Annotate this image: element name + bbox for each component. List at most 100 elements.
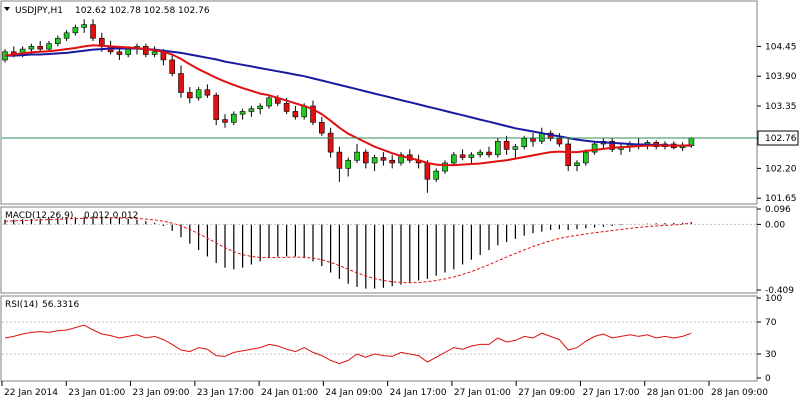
bear-candle-body — [213, 94, 219, 120]
macd-axis-ticks: 0.096 0.00 -0.409 — [2, 205, 794, 296]
bear-candle-body — [283, 103, 290, 112]
rsi-tick-label: 100 — [765, 294, 782, 304]
macd-tick-label: -0.409 — [765, 286, 794, 296]
bull-candle-body — [477, 151, 484, 156]
bear-candle-body — [292, 111, 299, 118]
bull-candle-body — [231, 113, 237, 123]
time-axis: 22 Jan 2014 23 Jan 01:00 23 Jan 09:00 23 Ja… — [1, 381, 768, 398]
time-tick-label: 23 Jan 01:00 — [68, 388, 125, 398]
price-tick-label: 103.90 — [765, 72, 797, 82]
bear-candle-body — [389, 159, 396, 164]
time-tick-label: 28 Jan 01:00 — [647, 388, 704, 398]
price-tick-label: 104.45 — [765, 42, 797, 52]
rsi-level-lines — [2, 321, 757, 355]
time-tick-label: 22 Jan 2014 — [4, 388, 58, 398]
bull-candle-body — [248, 108, 255, 112]
price-tick-label: 102.20 — [765, 164, 797, 174]
bear-candle-body — [318, 121, 325, 134]
time-tick-label: 28 Jan 09:00 — [711, 388, 768, 398]
ohlc-values-label: 102.62 102.78 102.58 102.76 — [75, 6, 210, 16]
bull-candle-body — [266, 97, 272, 107]
bear-candle-body — [143, 46, 149, 55]
bear-candle-body — [336, 151, 343, 169]
time-tick-label: 23 Jan 09:00 — [133, 388, 190, 398]
time-tick-label: 27 Jan 01:00 — [454, 388, 511, 398]
bull-candle-body — [239, 111, 246, 115]
rsi-title: RSI(14) — [5, 300, 38, 310]
time-tick-label: 27 Jan 17:00 — [582, 388, 639, 398]
bull-candle-body — [371, 157, 378, 164]
time-tick-label: 24 Jan 01:00 — [261, 388, 318, 398]
bull-candle-body — [72, 27, 79, 34]
bull-candle-body — [257, 105, 264, 110]
bear-candle-body — [459, 154, 466, 158]
bear-candle-body — [530, 138, 536, 142]
bull-candle-body — [345, 159, 352, 169]
bull-candle-body — [468, 154, 475, 158]
rsi-panel-frame — [0, 295, 758, 382]
price-tick-label: 101.65 — [765, 194, 797, 204]
rsi-tick-label: 0 — [765, 374, 771, 384]
bull-candle-body — [354, 151, 360, 161]
bull-candle-body — [494, 140, 501, 156]
bear-candle-body — [362, 151, 369, 164]
fast-moving-average-line — [4, 44, 692, 167]
bull-candle-body — [125, 48, 131, 55]
bear-candle-body — [187, 92, 193, 99]
bear-candle-body — [90, 24, 96, 39]
time-tick-label: 27 Jan 09:00 — [518, 388, 575, 398]
symbol-timeframe-label: USDJPY,H1 — [15, 6, 63, 16]
bull-candle-body — [28, 46, 35, 50]
bull-candle-body — [195, 89, 202, 99]
macd-signal-line — [4, 217, 692, 284]
bull-candle-body — [442, 162, 448, 172]
bull-candle-body — [582, 151, 589, 164]
bear-candle-body — [380, 157, 387, 161]
rsi-value-label: 56.3316 — [42, 300, 79, 310]
bear-candle-body — [609, 140, 616, 150]
rsi-tick-label: 30 — [765, 350, 777, 360]
bear-candle-body — [169, 59, 175, 74]
bull-candle-body — [54, 37, 61, 44]
bear-candle-body — [327, 132, 334, 153]
bull-candle-body — [512, 146, 519, 150]
macd-histogram — [4, 216, 693, 289]
bear-candle-body — [503, 140, 510, 150]
bull-candle-body — [151, 51, 158, 55]
rsi-line — [4, 324, 692, 365]
time-tick-label: 24 Jan 17:00 — [390, 388, 447, 398]
bear-candle-body — [310, 105, 316, 123]
bear-candle-body — [178, 73, 184, 93]
bull-candle-body — [81, 24, 87, 28]
time-tick-label: 23 Jan 17:00 — [197, 388, 254, 398]
bear-candle-body — [556, 138, 563, 145]
bear-candle-body — [424, 162, 431, 180]
bear-candle-body — [565, 143, 572, 166]
bear-candle-body — [204, 89, 211, 96]
bull-candle-body — [63, 32, 70, 39]
triangle-down-icon — [4, 7, 10, 11]
macd-panel: 0.096 0.00 -0.409 MACD(12,26,9) 0.012 0.01… — [0, 205, 794, 296]
price-candles — [2, 19, 695, 193]
rsi-axis-ticks: 100 70 30 0 — [757, 294, 782, 384]
current-price-label: 102.76 — [765, 134, 797, 144]
price-panel-frame — [0, 0, 758, 205]
macd-title: MACD(12,26,9) — [5, 211, 73, 221]
macd-values-label: 0.012 0.012 — [84, 211, 138, 221]
bear-candle-body — [222, 119, 228, 123]
bull-candle-body — [398, 154, 404, 164]
rsi-panel: 100 70 30 0 RSI(14) 56.3316 — [0, 294, 782, 384]
macd-tick-label: 0.00 — [765, 220, 785, 230]
bull-candle-body — [574, 162, 580, 166]
time-tick-label: 24 Jan 09:00 — [325, 388, 382, 398]
rsi-tick-label: 70 — [765, 318, 777, 328]
macd-panel-frame — [0, 206, 758, 294]
chart-header: USDJPY,H1 102.62 102.78 102.58 102.76 — [4, 6, 210, 16]
bear-candle-body — [486, 151, 492, 156]
slow-moving-average-line — [5, 47, 692, 147]
bull-candle-body — [591, 143, 598, 153]
bear-candle-body — [116, 51, 123, 55]
